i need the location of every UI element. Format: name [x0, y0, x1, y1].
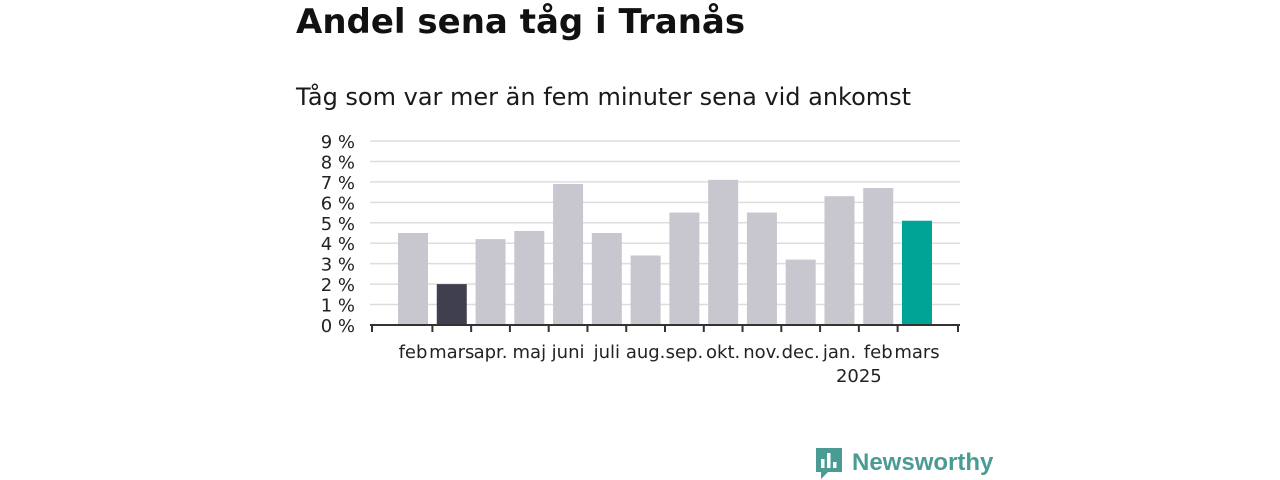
y-axis-ticks: 0 %1 %2 %3 %4 %5 %6 %7 %8 %9 % — [321, 132, 355, 337]
x-axis-labels: feb mars apr. maj juni juli aug. sep. okt. nov. de… — [399, 342, 940, 387]
gridlines — [370, 140, 960, 306]
y-tick-label: 3 % — [321, 255, 355, 276]
y-tick-label: 4 % — [321, 234, 355, 255]
chart-subtitle: Tåg som var mer än fem minuter sena vid … — [296, 83, 912, 111]
newsworthy-logo: Newsworthy — [814, 446, 993, 480]
y-tick-label: 5 % — [321, 214, 355, 235]
bars — [398, 179, 932, 325]
bar — [785, 259, 816, 325]
bar — [902, 220, 932, 325]
y-tick-label: 8 % — [321, 152, 355, 173]
bar — [863, 188, 894, 325]
bar — [669, 212, 700, 325]
y-tick-label: 1 % — [321, 296, 355, 317]
x-tick-label: mars — [894, 342, 939, 363]
bar — [591, 233, 622, 325]
bar — [824, 196, 855, 325]
x-tick-label: aug. — [626, 342, 666, 363]
x-axis — [370, 324, 960, 332]
y-tick-label: 9 % — [321, 132, 355, 153]
newsworthy-logo-text: Newsworthy — [852, 449, 994, 476]
y-tick-label: 7 % — [321, 173, 355, 194]
x-tick-label: sep. — [666, 342, 704, 363]
bar — [475, 239, 506, 325]
bar — [398, 233, 428, 325]
chart-title: Andel sena tåg i Tranås — [296, 2, 746, 42]
x-tick-label: okt. — [706, 342, 740, 363]
bar — [514, 230, 545, 325]
x-tick-label: juni — [551, 342, 585, 363]
newsworthy-logo-icon — [816, 448, 842, 479]
bar — [436, 284, 467, 325]
bar — [746, 212, 777, 325]
y-tick-label: 0 % — [321, 316, 355, 337]
bar — [630, 255, 661, 325]
x-year-label: 2025 — [836, 366, 882, 387]
bar — [553, 183, 584, 325]
bar — [708, 179, 739, 325]
x-tick-label: juli — [593, 342, 620, 363]
x-tick-label: apr. — [474, 342, 508, 363]
x-tick-label: feb — [399, 342, 428, 363]
x-tick-label: feb — [864, 342, 893, 363]
x-tick-label: mars — [429, 342, 474, 363]
x-tick-label: dec. — [782, 342, 820, 363]
x-tick-label: nov. — [743, 342, 780, 363]
x-tick-label: jan. — [822, 342, 856, 363]
y-tick-label: 6 % — [321, 193, 355, 214]
x-tick-label: maj — [513, 342, 547, 363]
y-tick-label: 2 % — [321, 275, 355, 296]
